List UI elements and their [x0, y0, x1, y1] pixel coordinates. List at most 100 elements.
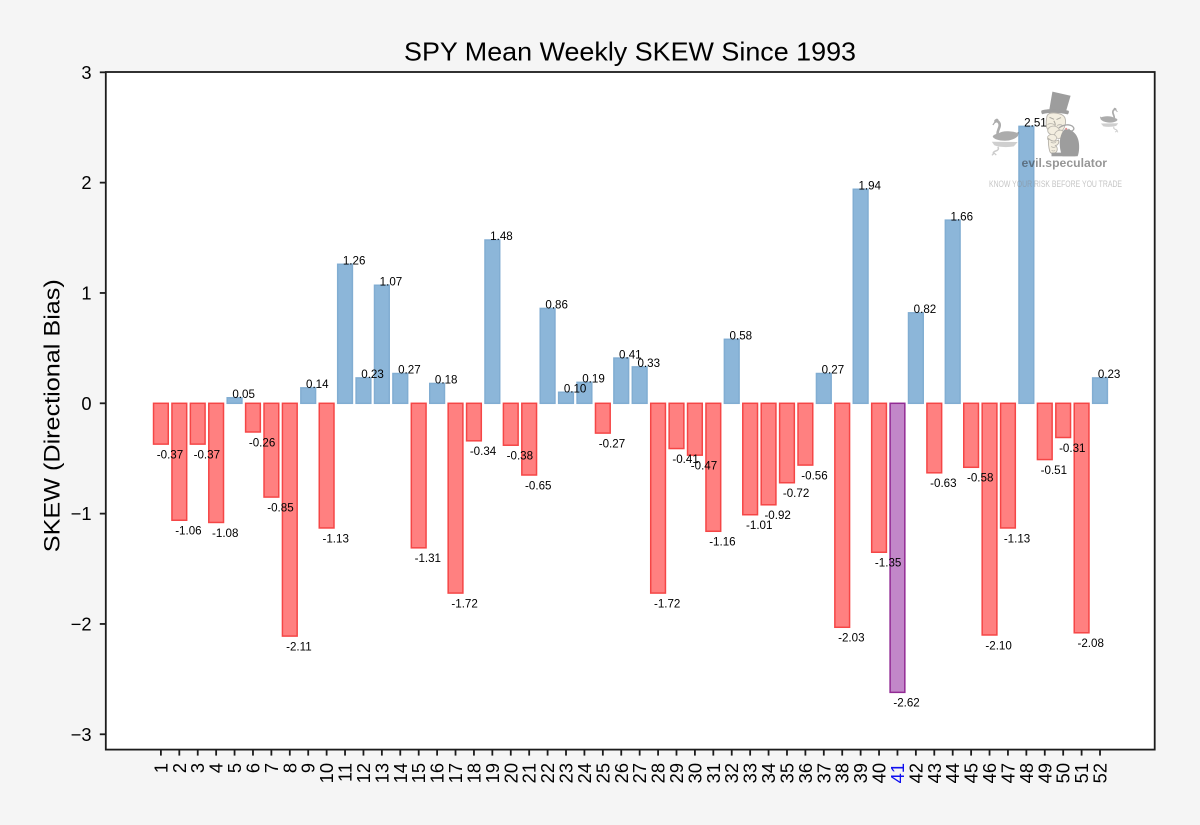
svg-text:0.82: 0.82 — [914, 303, 937, 316]
svg-text:−1: −1 — [71, 503, 92, 524]
svg-text:-0.37: -0.37 — [157, 448, 183, 461]
svg-text:-2.11: -2.11 — [286, 640, 312, 653]
svg-text:−2: −2 — [71, 613, 92, 634]
svg-text:-0.63: -0.63 — [930, 477, 956, 490]
svg-text:0.41: 0.41 — [619, 348, 642, 361]
svg-text:5: 5 — [224, 763, 245, 773]
svg-text:-0.31: -0.31 — [1059, 442, 1085, 455]
svg-text:0.23: 0.23 — [1098, 368, 1121, 381]
svg-text:15: 15 — [408, 763, 429, 783]
svg-text:47: 47 — [997, 763, 1018, 783]
svg-text:39: 39 — [850, 763, 871, 783]
svg-text:43: 43 — [924, 763, 945, 783]
svg-text:1.94: 1.94 — [858, 179, 881, 192]
svg-text:SPY Mean Weekly SKEW Since 199: SPY Mean Weekly SKEW Since 1993 — [404, 37, 856, 67]
svg-text:1.26: 1.26 — [343, 254, 366, 267]
svg-text:-2.10: -2.10 — [985, 639, 1011, 652]
svg-text:-1.06: -1.06 — [175, 525, 201, 538]
svg-text:33: 33 — [740, 763, 761, 783]
svg-text:-0.85: -0.85 — [267, 501, 293, 514]
svg-text:0.19: 0.19 — [582, 373, 605, 386]
svg-text:1.07: 1.07 — [380, 275, 403, 288]
svg-text:-1.31: -1.31 — [415, 552, 441, 565]
svg-text:3: 3 — [187, 763, 208, 773]
svg-text:0.33: 0.33 — [637, 357, 660, 370]
svg-text:0.27: 0.27 — [822, 364, 845, 377]
svg-text:-0.56: -0.56 — [801, 469, 827, 482]
svg-text:20: 20 — [500, 763, 521, 783]
svg-text:8: 8 — [279, 763, 300, 773]
svg-text:48: 48 — [1016, 763, 1037, 783]
svg-text:51: 51 — [1071, 763, 1092, 783]
svg-text:-1.72: -1.72 — [451, 597, 477, 610]
svg-text:42: 42 — [905, 763, 926, 783]
svg-text:−3: −3 — [71, 724, 92, 745]
svg-text:SKEW (Directional Bias): SKEW (Directional Bias) — [40, 279, 65, 552]
svg-text:37: 37 — [813, 763, 834, 783]
svg-text:7: 7 — [261, 763, 282, 773]
svg-text:44: 44 — [942, 763, 963, 783]
svg-text:-0.72: -0.72 — [783, 487, 809, 500]
svg-text:0.58: 0.58 — [730, 330, 753, 343]
svg-text:31: 31 — [703, 763, 724, 783]
svg-text:-0.47: -0.47 — [691, 459, 717, 472]
svg-text:-0.34: -0.34 — [470, 445, 497, 458]
svg-text:-2.03: -2.03 — [838, 632, 864, 645]
svg-text:22: 22 — [537, 763, 558, 783]
svg-text:11: 11 — [335, 763, 356, 782]
svg-text:-0.27: -0.27 — [599, 437, 625, 450]
svg-text:1: 1 — [150, 763, 171, 773]
svg-text:12: 12 — [353, 763, 374, 783]
svg-text:49: 49 — [1034, 763, 1055, 783]
svg-text:0.23: 0.23 — [361, 368, 384, 381]
svg-text:35: 35 — [776, 763, 797, 783]
svg-text:21: 21 — [519, 763, 540, 783]
svg-text:28: 28 — [648, 763, 669, 783]
svg-text:9: 9 — [298, 763, 319, 773]
svg-text:-0.58: -0.58 — [967, 472, 993, 485]
svg-text:13: 13 — [371, 763, 392, 783]
svg-text:24: 24 — [574, 763, 595, 783]
svg-text:0.05: 0.05 — [232, 388, 255, 401]
svg-text:-1.72: -1.72 — [654, 597, 680, 610]
svg-text:-1.13: -1.13 — [323, 532, 349, 545]
svg-text:34: 34 — [758, 763, 779, 783]
svg-text:-0.38: -0.38 — [507, 450, 533, 463]
svg-text:25: 25 — [592, 763, 613, 783]
svg-text:6: 6 — [242, 763, 263, 773]
svg-text:0.10: 0.10 — [564, 382, 587, 395]
svg-text:-1.16: -1.16 — [709, 536, 735, 549]
svg-text:2: 2 — [81, 172, 91, 193]
svg-text:52: 52 — [1090, 763, 1111, 783]
svg-text:0.18: 0.18 — [435, 374, 458, 387]
svg-text:10: 10 — [316, 763, 337, 783]
svg-text:4: 4 — [206, 763, 227, 773]
svg-text:-1.01: -1.01 — [746, 519, 772, 532]
svg-text:26: 26 — [611, 763, 632, 783]
svg-text:evil.speculator: evil.speculator — [1022, 157, 1108, 170]
svg-text:32: 32 — [721, 763, 742, 783]
svg-text:-0.51: -0.51 — [1041, 464, 1067, 477]
svg-text:17: 17 — [445, 763, 466, 783]
svg-text:38: 38 — [832, 763, 853, 783]
svg-text:-2.62: -2.62 — [893, 697, 919, 710]
svg-text:2.51: 2.51 — [1024, 117, 1047, 130]
svg-text:0.14: 0.14 — [306, 378, 329, 391]
svg-text:19: 19 — [482, 763, 503, 783]
svg-text:-0.26: -0.26 — [249, 436, 275, 449]
svg-text:27: 27 — [629, 763, 650, 783]
svg-text:1.66: 1.66 — [951, 210, 974, 223]
svg-text:50: 50 — [1053, 763, 1074, 783]
svg-text:KNOW YOUR RISK BEFORE YOU TRAD: KNOW YOUR RISK BEFORE YOU TRADE — [989, 179, 1122, 189]
svg-text:0.27: 0.27 — [398, 364, 421, 377]
svg-text:0.86: 0.86 — [545, 299, 568, 312]
svg-text:45: 45 — [961, 763, 982, 783]
svg-text:1.48: 1.48 — [490, 230, 513, 243]
svg-text:18: 18 — [463, 763, 484, 783]
svg-text:23: 23 — [556, 763, 577, 783]
svg-text:36: 36 — [795, 763, 816, 783]
svg-text:14: 14 — [390, 763, 411, 783]
svg-text:41: 41 — [887, 763, 908, 783]
svg-text:-0.92: -0.92 — [764, 509, 790, 522]
svg-text:40: 40 — [869, 763, 890, 783]
